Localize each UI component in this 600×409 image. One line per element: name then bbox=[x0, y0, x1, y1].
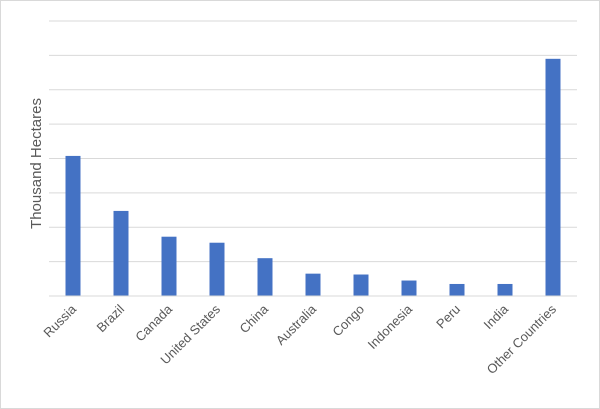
bar-brazil bbox=[113, 210, 129, 296]
bar-congo bbox=[353, 274, 369, 296]
x-tick-label: Brazil bbox=[94, 301, 128, 335]
bar-indonesia bbox=[401, 280, 417, 296]
x-tick-label: Russia bbox=[40, 301, 79, 340]
bar-peru bbox=[449, 283, 465, 296]
bars bbox=[65, 58, 561, 296]
bar-india bbox=[497, 283, 513, 296]
bar-russia bbox=[65, 155, 81, 296]
bar-china bbox=[257, 258, 273, 296]
gridlines bbox=[49, 20, 577, 263]
x-tick-label: Congo bbox=[329, 302, 367, 340]
x-tick-label: Peru bbox=[433, 302, 463, 332]
x-tick-label: Indonesia bbox=[365, 301, 416, 352]
y-axis-label: Thousand Hectares bbox=[28, 98, 45, 229]
bar-united-states bbox=[209, 242, 225, 296]
x-tick-label: Australia bbox=[273, 301, 320, 348]
bar-australia bbox=[305, 273, 321, 296]
x-tick-label: India bbox=[481, 301, 512, 332]
x-tick-label: China bbox=[236, 301, 271, 336]
bar-other-countries bbox=[545, 58, 561, 296]
bar-canada bbox=[161, 236, 177, 296]
x-tick-label: Canada bbox=[132, 301, 175, 344]
